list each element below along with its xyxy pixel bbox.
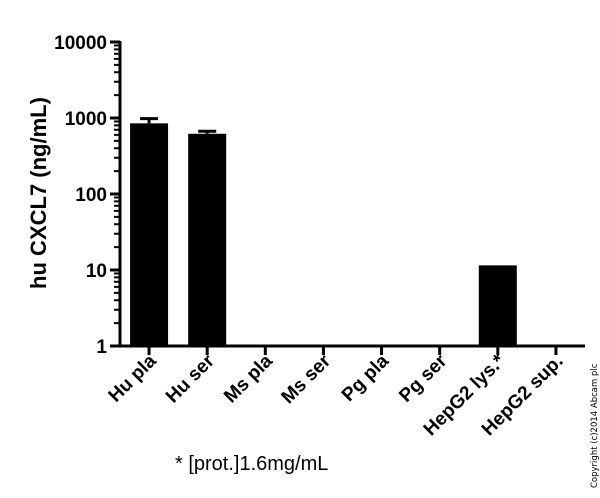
y-tick-label-0: 1 bbox=[96, 337, 107, 358]
y-tick-label-1: 10 bbox=[86, 261, 107, 282]
x-tick-label-4: Pg pla bbox=[338, 350, 393, 405]
y-axis-title: hu CXCL7 (ng/mL) bbox=[26, 97, 51, 289]
copyright-text: Copyright (c)2014 Abcam plc bbox=[590, 363, 600, 488]
protein-concentration-note: * [prot.]1.6mg/mL bbox=[175, 453, 328, 475]
x-tick-label-2: Ms pla bbox=[220, 350, 277, 407]
y-tick-label-2: 100 bbox=[75, 185, 107, 206]
x-tick-label-0: Hu pla bbox=[105, 350, 161, 406]
bar-1 bbox=[188, 133, 227, 346]
bar-6 bbox=[478, 265, 517, 346]
x-tick-label-1: Hu ser bbox=[162, 350, 219, 407]
axes-layer bbox=[110, 40, 585, 355]
bar-0 bbox=[130, 123, 169, 346]
y-tick-label-3: 1000 bbox=[65, 109, 107, 130]
x-tick-label-5: Pg ser bbox=[395, 350, 451, 406]
x-tick-label-3: Ms ser bbox=[278, 350, 336, 408]
y-tick-label-4: 10000 bbox=[54, 33, 107, 54]
bars-layer bbox=[130, 117, 517, 346]
